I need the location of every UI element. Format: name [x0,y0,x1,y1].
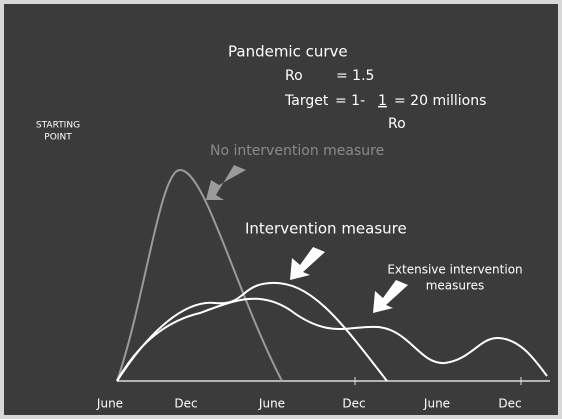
no-intervention-curve [116,168,283,382]
arrow [373,280,408,313]
arrow [206,165,246,200]
x-label: Dec [498,397,521,411]
starting-point: STARTING [36,121,80,131]
ro-label: Ro [285,68,303,84]
x-label: June [258,397,285,411]
title: Pandemic curve [228,43,348,61]
x-label: June [96,397,123,411]
background [4,4,558,415]
extensive-label: measures [426,279,485,293]
target-label: Target [284,93,329,109]
starting-point: POINT [44,133,72,143]
ro-value: = 1.5 [336,68,374,84]
x-label: June [423,397,450,411]
x-label: Dec [174,397,197,411]
intervention-curve [116,281,388,382]
arrow [290,247,325,280]
extensive-label: Extensive intervention [387,263,522,277]
target-post: = 20 millions [394,93,486,109]
target-pre: = 1- [335,93,365,109]
no-intervention-label: No intervention measure [210,143,384,159]
extensive-curve [116,297,548,382]
x-label: Dec [342,397,365,411]
target-numerator: 1 [378,93,387,109]
intervention-label: Intervention measure [245,220,407,238]
target-denominator: Ro [388,116,406,132]
